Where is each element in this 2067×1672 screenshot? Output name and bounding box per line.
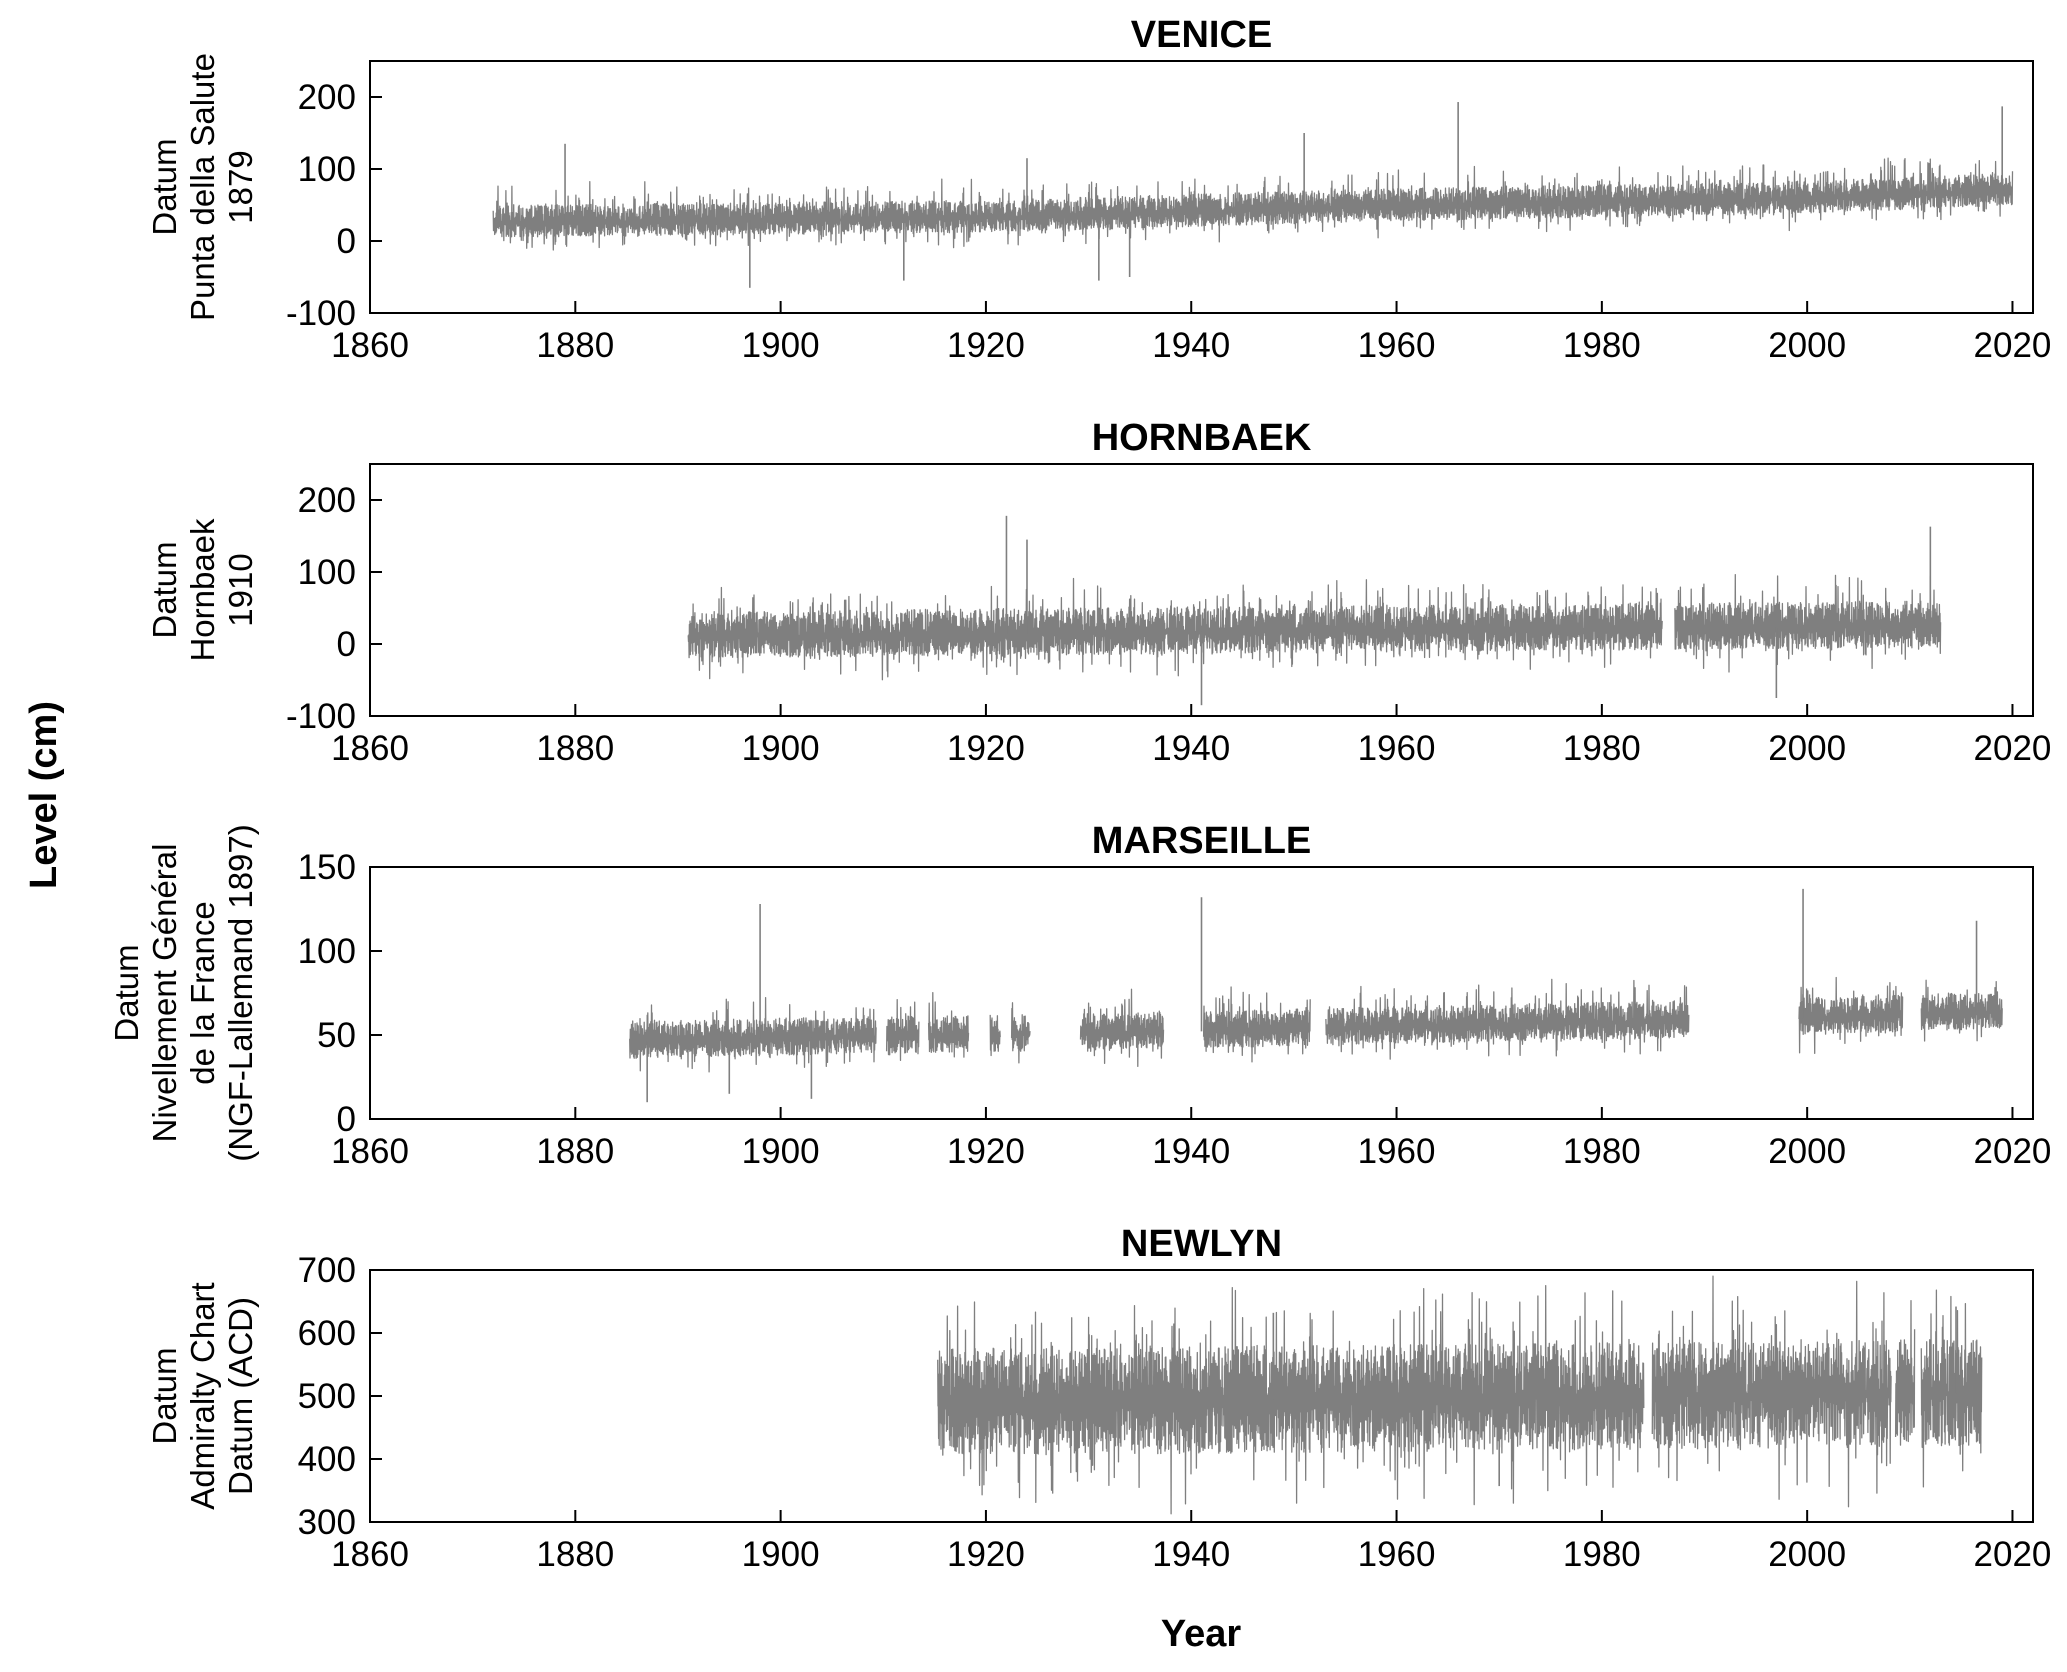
panel-title-newlyn: NEWLYN: [1121, 1223, 1282, 1265]
datum-label-newlyn: Datum Admiralty Chart Datum (ACD): [146, 1282, 259, 1509]
extreme-spikes-venice: [564, 102, 2004, 288]
x-tick-label: 1900: [742, 1132, 820, 1171]
extreme-spikes-hornbaek: [1005, 515, 1932, 706]
y-tick-label: 50: [317, 1016, 356, 1055]
x-tick-label: 1900: [742, 1535, 820, 1574]
y-tick-label: 600: [298, 1314, 356, 1353]
x-tick-label: 2000: [1768, 1132, 1846, 1171]
x-tick-label: 2000: [1768, 326, 1846, 365]
datum-label-hornbaek: Datum Hornbaek 1910: [146, 518, 259, 662]
y-tick-label: 200: [298, 78, 356, 117]
x-tick-label: 2000: [1768, 729, 1846, 768]
datum-label-line: (NGF-Lallemand 1897): [222, 824, 259, 1161]
datum-label-line: Punta della Salute: [184, 53, 221, 321]
y-tick-label: 0: [337, 1100, 356, 1139]
figure-x-label: Year: [1161, 1613, 1242, 1655]
datum-label-venice: Datum Punta della Salute 1879: [146, 53, 259, 321]
x-tick-label: 1920: [947, 1535, 1025, 1574]
datum-label-line: 1879: [222, 150, 259, 223]
y-tick-label: 500: [298, 1377, 356, 1416]
series-line-venice: [492, 157, 2014, 251]
datum-label-line: Hornbaek: [184, 518, 221, 662]
axes-box-venice: [369, 60, 2034, 314]
x-tick-label: 1920: [947, 729, 1025, 768]
extreme-spikes-newlyn: [1272, 1306, 1957, 1487]
datum-label-marseille: Datum Nivellement Général de la France (NGF…: [108, 824, 259, 1161]
x-tick-label: 1960: [1358, 1535, 1436, 1574]
x-tick-label: 2000: [1768, 1535, 1846, 1574]
x-tick-label: 1860: [331, 729, 409, 768]
figure-y-label: Level (cm): [23, 701, 65, 889]
x-tick-label: 1860: [331, 326, 409, 365]
datum-label-line: Admiralty Chart: [184, 1282, 221, 1509]
panel-hornbaek: HORNBAEK Datum Hornbaek 1910 1860 1880 1900 192…: [146, 417, 2051, 768]
y-tick-label: 100: [298, 932, 356, 971]
series-line-marseille: [629, 976, 2003, 1073]
series-line-hornbaek: [687, 573, 1942, 681]
x-tick-label: 1940: [1152, 729, 1230, 768]
panel-venice: VENICE Datum Punta della Salute 1879 1860 188…: [146, 14, 2051, 365]
y-tick-label: 100: [298, 150, 356, 189]
y-tick-label: 400: [298, 1440, 356, 1479]
x-tick-label: 1940: [1152, 1132, 1230, 1171]
x-tick-label: 1880: [536, 729, 614, 768]
x-tick-label: 1980: [1563, 326, 1641, 365]
x-tick-label: 2020: [1974, 1132, 2052, 1171]
x-tick-label: 1980: [1563, 1535, 1641, 1574]
x-tick-label: 1860: [331, 1535, 409, 1574]
x-tick-label: 1980: [1563, 729, 1641, 768]
axes-box-hornbaek: [369, 463, 2034, 717]
x-tick-label: 1880: [536, 326, 614, 365]
x-tick-label: 1960: [1358, 1132, 1436, 1171]
x-tick-label: 1960: [1358, 326, 1436, 365]
y-tick-label: 0: [337, 222, 356, 261]
x-tick-label: 1940: [1152, 1535, 1230, 1574]
panel-marseille: MARSEILLE Datum Nivellement Général de la F…: [108, 820, 2051, 1171]
datum-label-line: de la France: [184, 901, 221, 1084]
y-tick-label: 0: [337, 625, 356, 664]
x-tick-label: 1900: [742, 729, 820, 768]
datum-label-line: Datum: [146, 138, 183, 235]
x-tick-label: 1940: [1152, 326, 1230, 365]
axes-box-marseille: [369, 866, 2034, 1120]
datum-label-line: Datum: [146, 1347, 183, 1444]
x-tick-label: 2020: [1974, 326, 2052, 365]
x-tick-label: 1960: [1358, 729, 1436, 768]
x-tick-label: 1980: [1563, 1132, 1641, 1171]
y-tick-label: 100: [298, 553, 356, 592]
y-tick-label: 200: [298, 481, 356, 520]
datum-label-line: Datum: [108, 944, 145, 1041]
y-tick-label: -100: [286, 697, 356, 736]
y-tick-label: 300: [298, 1503, 356, 1542]
y-tick-label: 150: [298, 848, 356, 887]
extreme-spikes-marseille: [646, 888, 1978, 1103]
x-tick-label: 2020: [1974, 729, 2052, 768]
panel-title-marseille: MARSEILLE: [1092, 820, 1312, 862]
datum-label-line: Datum: [146, 541, 183, 638]
panel-newlyn: NEWLYN Datum Admiralty Chart Datum (ACD) 186…: [146, 1223, 2051, 1574]
x-tick-label: 1920: [947, 326, 1025, 365]
x-tick-label: 1880: [536, 1535, 614, 1574]
y-tick-label: -100: [286, 294, 356, 333]
x-tick-label: 1900: [742, 326, 820, 365]
series-line-newlyn: [937, 1275, 1983, 1515]
panel-title-venice: VENICE: [1131, 14, 1272, 56]
datum-label-line: 1910: [222, 553, 259, 626]
y-tick-label: 700: [298, 1251, 356, 1290]
panel-title-hornbaek: HORNBAEK: [1092, 417, 1312, 459]
x-tick-label: 2020: [1974, 1535, 2052, 1574]
x-tick-label: 1880: [536, 1132, 614, 1171]
datum-label-line: Nivellement Général: [146, 844, 183, 1143]
x-tick-label: 1920: [947, 1132, 1025, 1171]
datum-label-line: Datum (ACD): [222, 1297, 259, 1495]
x-tick-label: 1860: [331, 1132, 409, 1171]
